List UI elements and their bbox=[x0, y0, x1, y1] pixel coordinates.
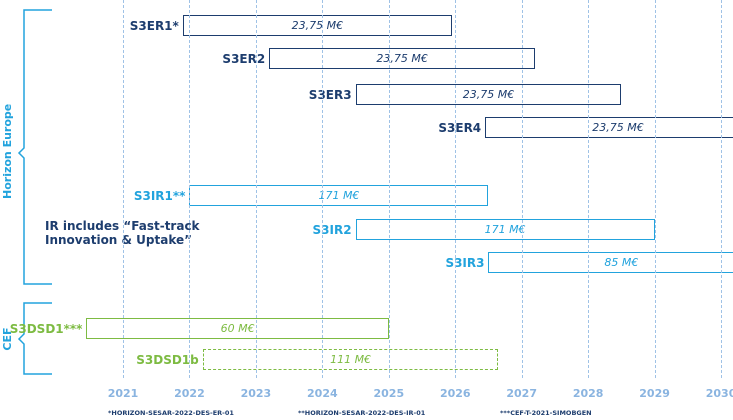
s3dsd1b-label: S3DSD1b bbox=[136, 352, 199, 367]
s3ir3-label: S3IR3 bbox=[445, 255, 485, 270]
s3ir2-label: S3IR2 bbox=[312, 222, 352, 237]
gridline-2021 bbox=[123, 0, 124, 378]
gridline-2028 bbox=[588, 0, 590, 378]
horizon-europe-label: Horizon Europe bbox=[1, 103, 14, 199]
s3er4-label: S3ER4 bbox=[438, 120, 482, 135]
s3ir3-amount: 85 M€ bbox=[604, 256, 639, 269]
year-label: 2021 bbox=[107, 387, 139, 400]
s3er3-bar: 23,75 M€ bbox=[355, 84, 622, 105]
s3dsd1b-bar: 111 M€ bbox=[202, 349, 499, 370]
ir-note: IR includes “Fast-track Innovation & Upt… bbox=[45, 219, 200, 247]
footnote-er: *HORIZON-SESAR-2022-DES-ER-01 bbox=[108, 409, 234, 417]
gridline-2026 bbox=[455, 0, 457, 378]
s3er4-bar: 23,75 M€ bbox=[485, 117, 733, 138]
s3dsd1-bar: 60 M€ bbox=[86, 318, 389, 339]
s3er2-bar: 23,75 M€ bbox=[269, 48, 535, 69]
year-label: 2023 bbox=[240, 387, 272, 400]
s3ir3-bar: 85 M€ bbox=[488, 252, 733, 273]
year-label: 2027 bbox=[506, 387, 537, 400]
footnote-ir: **HORIZON-SESAR-2022-DES-IR-01 bbox=[298, 409, 426, 417]
s3er3-label: S3ER3 bbox=[308, 87, 352, 102]
gridline-2027 bbox=[521, 0, 523, 378]
gridline-2029 bbox=[654, 0, 656, 378]
group-brackets bbox=[17, 9, 52, 375]
s3dsd1b-amount: 111 M€ bbox=[330, 353, 372, 366]
s3er1-bar: 23,75 M€ bbox=[182, 15, 452, 36]
s3dsd1-label: S3DSD1*** bbox=[9, 321, 83, 336]
s3ir1-bar: 171 M€ bbox=[189, 185, 489, 206]
year-label: 2022 bbox=[174, 387, 205, 400]
year-label: 2026 bbox=[439, 387, 471, 400]
s3ir2-bar: 171 M€ bbox=[355, 219, 655, 240]
s3er1-amount: 23,75 M€ bbox=[291, 19, 344, 32]
gridline-2022 bbox=[189, 0, 191, 378]
s3ir1-amount: 171 M€ bbox=[318, 189, 360, 202]
cef-bracket bbox=[17, 302, 52, 375]
s3er2-label: S3ER2 bbox=[222, 51, 266, 66]
s3er1-label: S3ER1* bbox=[129, 18, 179, 33]
s3ir2-amount: 171 M€ bbox=[484, 223, 526, 236]
horizon-europe-bracket bbox=[17, 9, 52, 285]
s3er3-amount: 23,75 M€ bbox=[462, 88, 515, 101]
s3er2-amount: 23,75 M€ bbox=[376, 52, 428, 65]
s3ir1-label: S3IR1** bbox=[133, 188, 186, 203]
s3dsd1-amount: 60 M€ bbox=[220, 322, 255, 335]
year-label: 2024 bbox=[307, 387, 338, 400]
gridline-2024 bbox=[322, 0, 324, 378]
year-label: 2030 bbox=[705, 387, 733, 400]
gridline-2023 bbox=[255, 0, 257, 378]
year-label: 2025 bbox=[373, 387, 405, 400]
gridline-2025 bbox=[388, 0, 390, 378]
gridline-2030 bbox=[721, 0, 723, 378]
s3er4-amount: 23,75 M€ bbox=[592, 121, 644, 134]
footnote-cef: ***CEF-T-2021-SIMOBGEN bbox=[500, 409, 592, 417]
year-label: 2029 bbox=[639, 387, 670, 400]
year-label: 2028 bbox=[572, 387, 604, 400]
